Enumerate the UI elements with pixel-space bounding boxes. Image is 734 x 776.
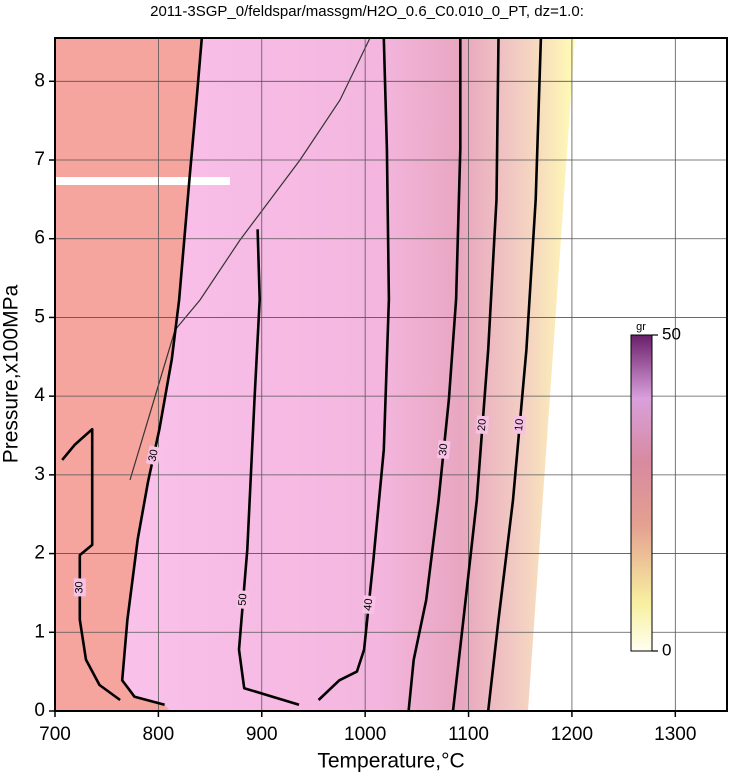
y-tick-label: 0	[34, 700, 45, 721]
contour-label-bg	[73, 578, 86, 597]
colorbar-tick-label: 50	[662, 324, 681, 343]
y-tick-label: 8	[34, 70, 45, 91]
y-tick-label: 2	[34, 543, 45, 564]
x-tick-label: 800	[143, 724, 175, 745]
contour-label: 50	[237, 593, 250, 606]
contour-line	[61, 427, 121, 702]
plot-frame	[54, 37, 728, 712]
y-tick-label: 6	[34, 228, 45, 249]
y-tick-label: 3	[34, 464, 45, 485]
contour-line	[237, 229, 300, 706]
x-tick-label: 1000	[344, 724, 386, 745]
contour-label: 20	[476, 418, 489, 431]
y-axis-label: Pressure,x100MPa	[0, 284, 23, 463]
colorbar-label: gr	[636, 321, 646, 333]
contour-label: 30	[74, 581, 86, 593]
contour-label: 10	[513, 418, 526, 431]
contour-line	[317, 37, 391, 701]
contour-label: 40	[362, 598, 375, 611]
x-axis-label: Temperature,°C	[317, 750, 464, 773]
contour-label: 30	[437, 443, 450, 456]
gap-band	[55, 177, 230, 185]
colorbar-tick-label: 0	[662, 640, 671, 659]
contour-label-bg	[145, 445, 162, 466]
contour-label-bg	[436, 440, 451, 460]
x-tick-label: 1100	[448, 724, 489, 745]
contour-label-bg	[361, 595, 376, 615]
y-tick-label: 1	[34, 621, 45, 642]
x-tick-label: 1200	[551, 724, 593, 745]
contour-label-bg	[475, 415, 490, 435]
chart-title: 2011-3SGP_0/feldspar/massgm/H2O_0.6_C0.0…	[150, 3, 584, 20]
contour-label-bg	[236, 590, 250, 610]
y-tick-label: 4	[34, 385, 45, 406]
y-tick-label: 7	[34, 149, 45, 170]
y-tick-label: 5	[34, 306, 45, 327]
colorbar	[630, 334, 653, 652]
contour-label-bg	[512, 415, 527, 435]
x-tick-label: 700	[39, 724, 71, 745]
contour-label: 30	[146, 448, 160, 463]
x-tick-label: 900	[246, 724, 278, 745]
x-tick-label: 1300	[654, 724, 696, 745]
